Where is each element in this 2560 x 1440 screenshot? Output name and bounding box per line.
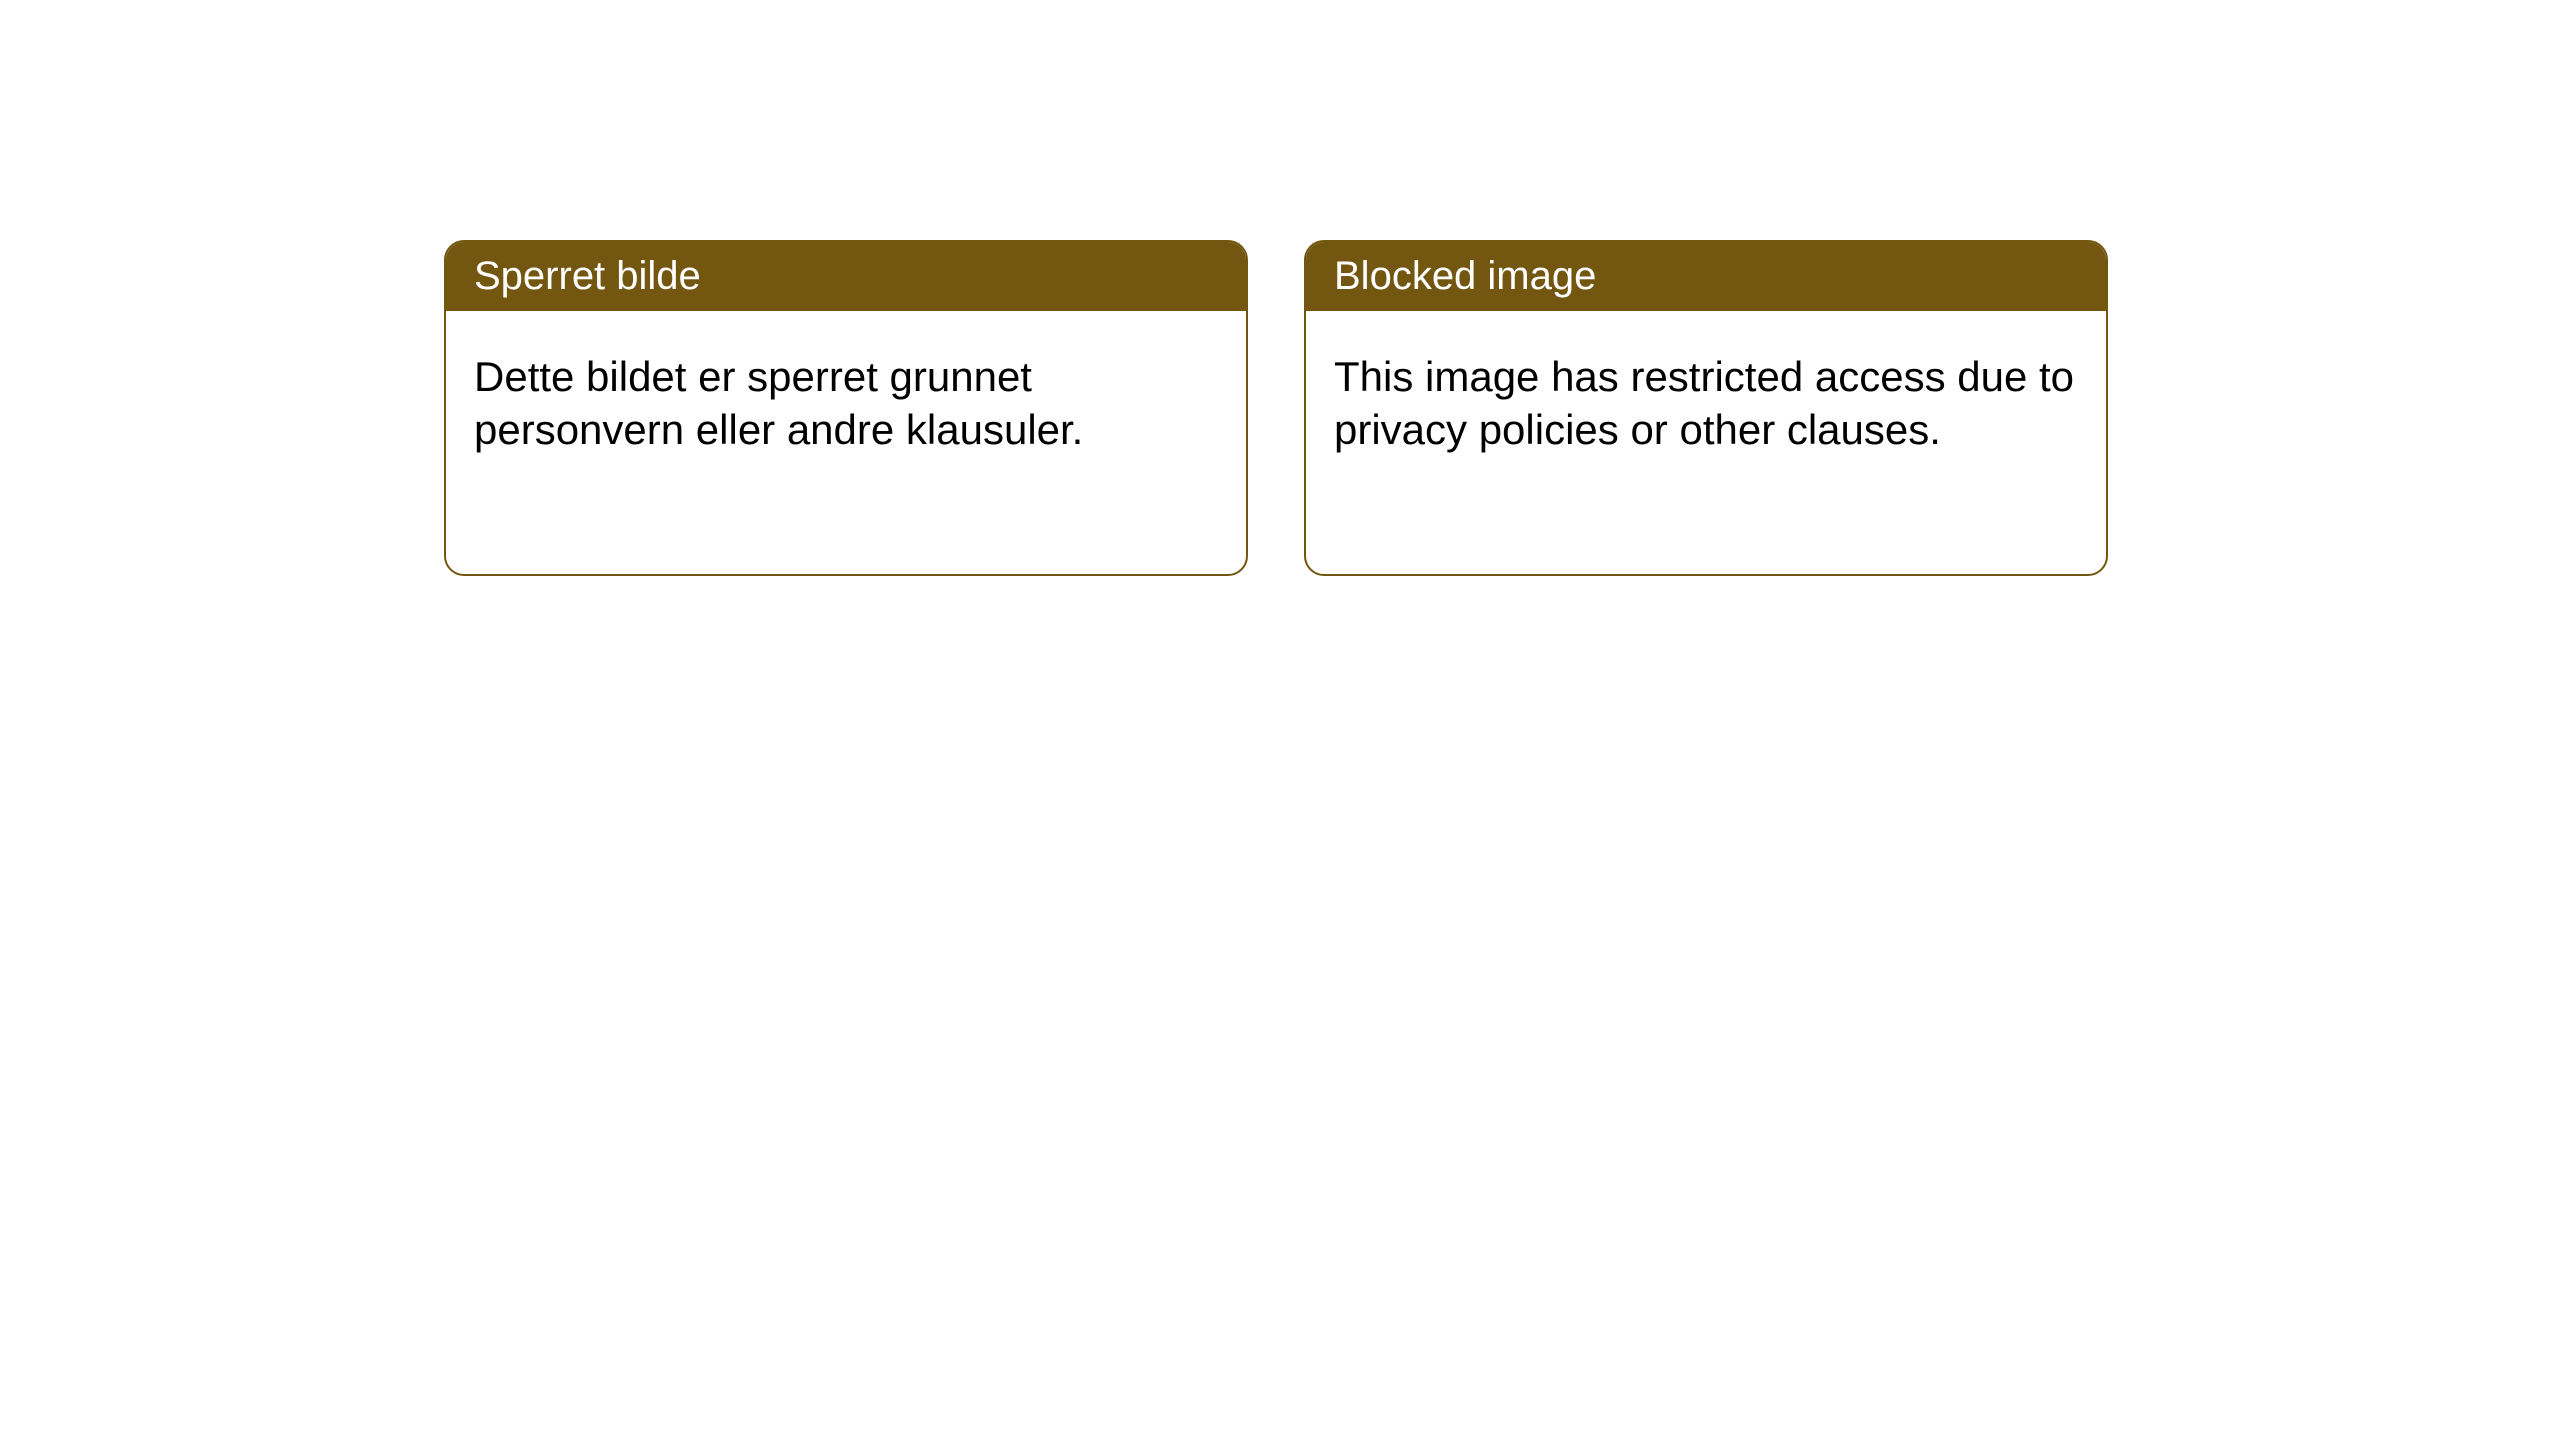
card-body-en: This image has restricted access due to … — [1306, 311, 2106, 496]
blocked-image-notice-container: Sperret bilde Dette bildet er sperret gr… — [444, 240, 2108, 576]
card-header-en: Blocked image — [1306, 242, 2106, 311]
blocked-image-card-no: Sperret bilde Dette bildet er sperret gr… — [444, 240, 1248, 576]
blocked-image-card-en: Blocked image This image has restricted … — [1304, 240, 2108, 576]
card-body-no: Dette bildet er sperret grunnet personve… — [446, 311, 1246, 496]
card-header-no: Sperret bilde — [446, 242, 1246, 311]
